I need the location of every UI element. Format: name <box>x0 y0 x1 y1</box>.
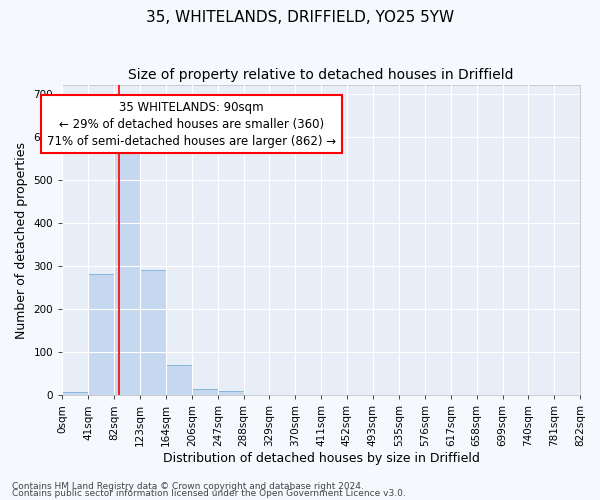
Bar <box>218 392 244 396</box>
Text: Contains HM Land Registry data © Crown copyright and database right 2024.: Contains HM Land Registry data © Crown c… <box>12 482 364 491</box>
Bar <box>62 392 88 396</box>
Text: Contains public sector information licensed under the Open Government Licence v3: Contains public sector information licen… <box>12 489 406 498</box>
Y-axis label: Number of detached properties: Number of detached properties <box>15 142 28 339</box>
Text: 35 WHITELANDS: 90sqm
← 29% of detached houses are smaller (360)
71% of semi-deta: 35 WHITELANDS: 90sqm ← 29% of detached h… <box>47 100 336 148</box>
Title: Size of property relative to detached houses in Driffield: Size of property relative to detached ho… <box>128 68 514 82</box>
Bar <box>88 274 114 396</box>
Bar <box>166 365 192 396</box>
X-axis label: Distribution of detached houses by size in Driffield: Distribution of detached houses by size … <box>163 452 479 465</box>
Bar <box>140 270 166 396</box>
Bar <box>114 152 140 396</box>
Text: 35, WHITELANDS, DRIFFIELD, YO25 5YW: 35, WHITELANDS, DRIFFIELD, YO25 5YW <box>146 10 454 25</box>
Bar <box>192 389 218 396</box>
